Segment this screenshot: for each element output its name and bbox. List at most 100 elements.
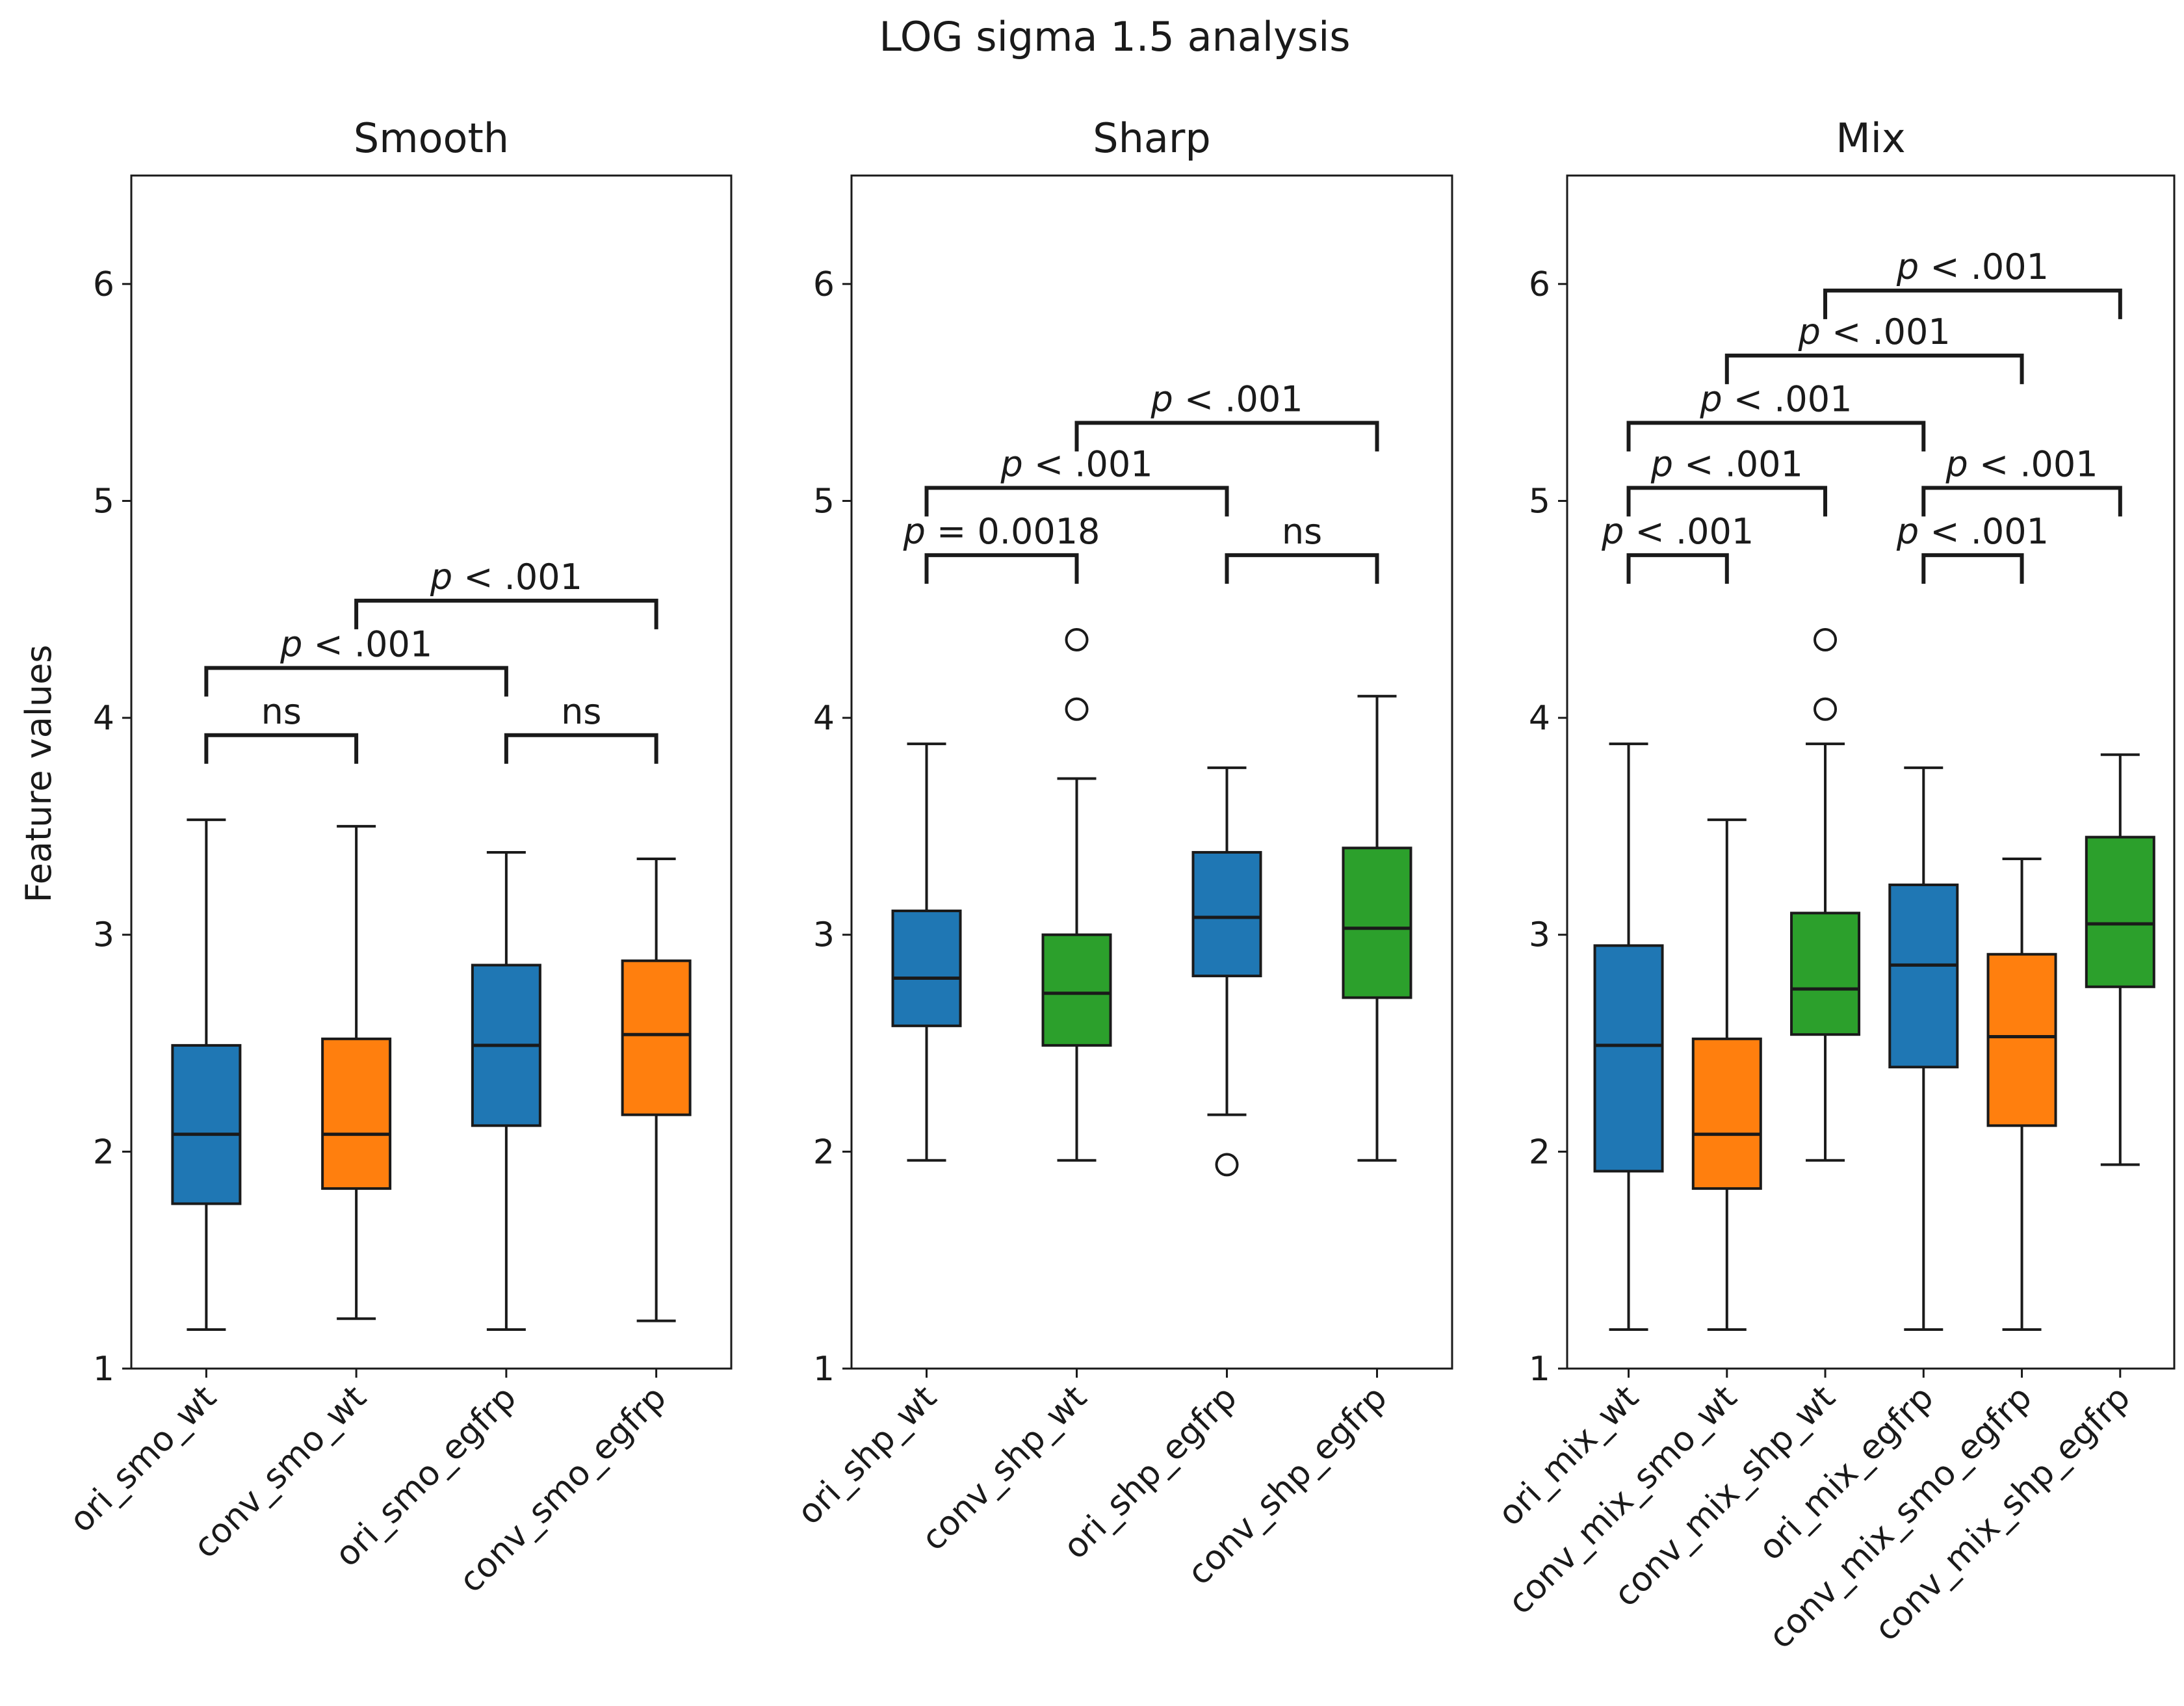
significance-bracket: ns — [504, 691, 658, 764]
y-tick-label: 3 — [813, 916, 835, 955]
bracket-line — [204, 666, 508, 697]
box-body — [891, 910, 962, 1027]
bracket-line — [1074, 421, 1379, 452]
bracket-line — [354, 598, 658, 629]
y-tick-label: 2 — [813, 1133, 835, 1172]
significance-label: p < .001 — [1945, 443, 2098, 484]
y-axis-label: Feature values — [18, 645, 59, 903]
box-ori_smo_wt — [171, 818, 242, 1331]
significance-label: ns — [561, 691, 601, 732]
significance-bracket: p < .001 — [354, 557, 658, 629]
bracket-line — [1921, 553, 2024, 584]
significance-label: ns — [1282, 511, 1322, 552]
y-tick-label: 6 — [1529, 265, 1550, 304]
y-tick-label: 4 — [93, 699, 114, 738]
bracket-line — [504, 733, 658, 764]
box-conv_mix_shp_egfrp — [2085, 753, 2155, 1166]
significance-bracket: p < .001 — [924, 443, 1229, 517]
box-body — [1691, 1037, 1762, 1190]
significance-bracket: p < .001 — [1601, 511, 1754, 584]
panel-title: Sharp — [1093, 114, 1211, 162]
y-tick-label: 4 — [813, 699, 835, 738]
x-tick-label: ori_smo_wt — [62, 1378, 224, 1540]
outlier-point — [1814, 627, 1838, 651]
box-conv_shp_wt — [1041, 627, 1112, 1162]
y-tick-label: 6 — [813, 265, 835, 304]
figure-title: LOG sigma 1.5 analysis — [879, 13, 1350, 60]
box-body — [621, 959, 692, 1116]
box-conv_shp_egfrp — [1342, 694, 1412, 1162]
significance-bracket: p < .001 — [1823, 246, 2122, 319]
y-tick-label: 5 — [93, 482, 114, 521]
panel-mix: Mix123456ori_mix_wtconv_mix_smo_wtconv_m… — [1490, 114, 2176, 1657]
outlier-point — [1065, 697, 1089, 721]
significance-bracket: p < .001 — [1074, 378, 1379, 452]
axes-frame — [130, 174, 733, 1370]
y-tick-label: 1 — [1529, 1350, 1550, 1389]
bracket-line — [204, 733, 359, 764]
significance-label: p < .001 — [1896, 246, 2049, 287]
bracket-line — [1626, 553, 1729, 584]
box-body — [1342, 846, 1412, 999]
bracket-line — [1626, 486, 1828, 517]
box-body — [1790, 912, 1861, 1036]
outlier-point — [1215, 1153, 1239, 1177]
significance-label: p < .001 — [1601, 511, 1754, 552]
y-tick-label: 3 — [93, 916, 114, 955]
plot-area: Smooth123456ori_smo_wtconv_smo_wtori_smo… — [62, 114, 2176, 1657]
significance-label: p < .001 — [430, 557, 582, 597]
significance-label: p < .001 — [280, 623, 432, 664]
panel-title: Smooth — [354, 114, 509, 162]
y-tick-label: 1 — [813, 1350, 835, 1389]
bracket-line — [1921, 486, 2122, 517]
x-tick-label: ori_mix_egfrp — [1751, 1378, 1941, 1568]
box-ori_mix_wt — [1593, 742, 1664, 1331]
x-tick-label: ori_shp_wt — [790, 1378, 944, 1532]
box-body — [321, 1037, 392, 1190]
outlier-point — [1814, 697, 1838, 721]
bracket-line — [924, 553, 1079, 584]
significance-bracket: p < .001 — [1626, 443, 1828, 517]
y-tick-label: 2 — [1529, 1133, 1550, 1172]
box-body — [171, 1043, 242, 1205]
panel-sharp: Sharp123456ori_shp_wtconv_shp_wtori_shp_… — [790, 114, 1453, 1593]
significance-label: p = 0.0018 — [903, 511, 1100, 552]
significance-label: p < .001 — [1650, 443, 1803, 484]
box-ori_smo_egfrp — [471, 850, 541, 1331]
y-tick-label: 1 — [93, 1350, 114, 1389]
box-conv_mix_smo_egfrp — [1986, 857, 2057, 1331]
box-ori_shp_wt — [891, 742, 962, 1162]
axes-frame — [1566, 174, 2176, 1370]
box-body — [1191, 850, 1262, 978]
box-body — [2085, 835, 2155, 988]
y-tick-label: 5 — [1529, 482, 1550, 521]
y-tick-label: 5 — [813, 482, 835, 521]
significance-bracket: p = 0.0018 — [903, 511, 1100, 584]
bracket-line — [1626, 421, 1926, 452]
axes-frame — [850, 174, 1453, 1370]
box-body — [1888, 883, 1959, 1069]
box-ori_shp_egfrp — [1191, 766, 1262, 1177]
significance-label: p < .001 — [1150, 378, 1303, 419]
significance-label: p < .001 — [1798, 311, 1951, 352]
box-conv_mix_smo_wt — [1691, 818, 1762, 1331]
box-body — [1041, 933, 1112, 1047]
box-conv_mix_shp_wt — [1790, 627, 1861, 1162]
panel-title: Mix — [1836, 114, 1905, 162]
y-tick-label: 6 — [93, 265, 114, 304]
significance-bracket: ns — [204, 691, 359, 764]
bracket-line — [1225, 553, 1379, 584]
bracket-line — [1823, 288, 2122, 319]
significance-bracket: p < .001 — [1724, 311, 2024, 384]
significance-bracket: p < .001 — [1626, 378, 1926, 452]
bracket-line — [924, 486, 1229, 517]
box-body — [1593, 944, 1664, 1173]
y-tick-label: 3 — [1529, 916, 1550, 955]
y-tick-label: 2 — [93, 1133, 114, 1172]
significance-bracket: ns — [1225, 511, 1379, 584]
significance-bracket: p < .001 — [204, 623, 508, 697]
box-ori_mix_egfrp — [1888, 766, 1959, 1331]
panel-smooth: Smooth123456ori_smo_wtconv_smo_wtori_smo… — [62, 114, 733, 1601]
y-tick-label: 4 — [1529, 699, 1550, 738]
